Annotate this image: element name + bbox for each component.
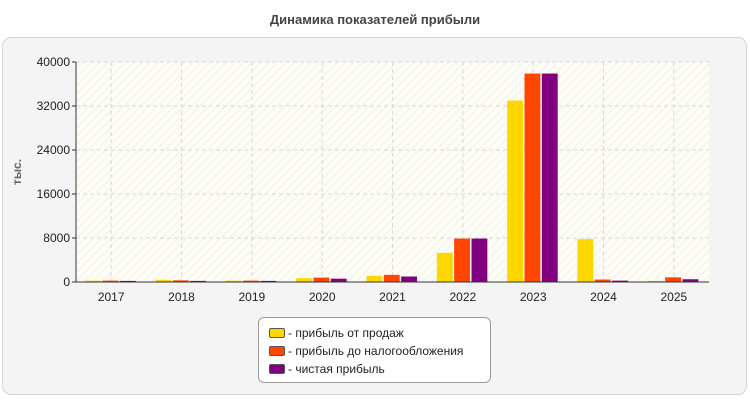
bar-2020-1 [313, 277, 330, 282]
x-tick-label: 2023 [520, 290, 547, 304]
y-tick-label: 16000 [37, 187, 71, 201]
bar-2021-0 [366, 275, 383, 282]
bar-2023-0 [507, 100, 523, 282]
bar-2024-0 [577, 239, 594, 282]
legend-item-sales-profit: - прибыль от продаж [269, 324, 490, 342]
x-tick-label: 2022 [449, 290, 476, 304]
legend-label-pretax-profit: - прибыль до налогообложения [288, 344, 464, 358]
bar-2020-2 [330, 278, 347, 282]
bar-2020-0 [296, 278, 312, 282]
bar-2022-0 [436, 252, 453, 282]
x-tick-label: 2025 [660, 290, 687, 304]
y-axis-label: тыс. [10, 159, 24, 185]
bar-2023-1 [524, 73, 541, 282]
legend-label-net-profit: - чистая прибыль [288, 362, 385, 376]
legend-swatch-pretax-profit [269, 346, 285, 356]
legend-item-net-profit: - чистая прибыль [269, 360, 490, 378]
x-tick-label: 2017 [98, 290, 125, 304]
bar-2017-0 [85, 280, 101, 283]
x-tick-label: 2024 [590, 290, 617, 304]
bar-2019-1 [243, 280, 260, 283]
bar-2021-2 [401, 276, 418, 282]
y-tick-label: 40000 [37, 55, 71, 69]
y-tick-label: 0 [63, 275, 70, 289]
bar-2023-2 [541, 73, 558, 282]
bar-2024-1 [594, 279, 611, 282]
x-tick-label: 2020 [309, 290, 336, 304]
legend-item-pretax-profit: - прибыль до налогообложения [269, 342, 490, 360]
legend: - прибыль от продаж - прибыль до налогоо… [258, 317, 491, 383]
bar-2022-2 [471, 238, 488, 282]
bar-2025-2 [682, 279, 699, 282]
bar-2021-1 [383, 274, 400, 282]
legend-swatch-net-profit [269, 364, 285, 374]
x-tick-label: 2021 [379, 290, 406, 304]
bar-2024-2 [612, 280, 629, 283]
bar-2018-1 [172, 280, 189, 282]
chart-title: Динамика показателей прибыли [269, 12, 481, 27]
bar-2018-0 [155, 279, 172, 282]
x-tick-label: 2018 [168, 290, 195, 304]
y-tick-label: 32000 [37, 99, 71, 113]
bar-2022-1 [454, 238, 471, 282]
x-tick-label: 2019 [238, 290, 265, 304]
legend-label-sales-profit: - прибыль от продаж [288, 326, 404, 340]
bar-2017-1 [102, 280, 119, 283]
y-tick-label: 24000 [37, 143, 71, 157]
legend-swatch-sales-profit [269, 328, 285, 338]
bar-2025-1 [665, 277, 682, 282]
bar-2019-0 [225, 280, 242, 283]
plot-area [76, 62, 709, 282]
y-tick-label: 8000 [43, 231, 70, 245]
